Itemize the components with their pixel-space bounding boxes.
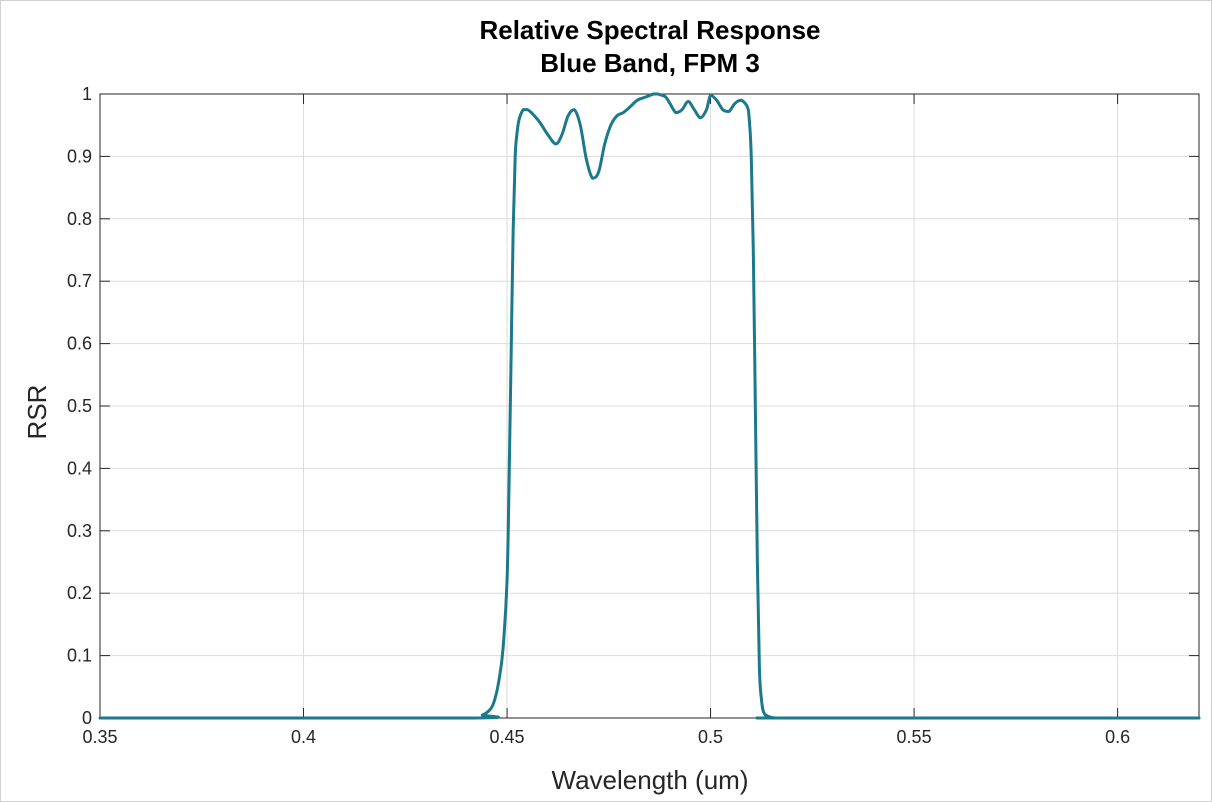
- y-axis-label: RSR: [22, 385, 52, 440]
- chart-subtitle: Blue Band, FPM 3: [540, 48, 760, 78]
- y-tick-label: 0.7: [67, 271, 92, 291]
- y-tick-label: 0.8: [67, 209, 92, 229]
- x-tick-labels: 0.35 0.4 0.45 0.5 0.55 0.6: [82, 727, 1130, 747]
- y-tick-label: 0.9: [67, 146, 92, 166]
- x-tick-label: 0.6: [1105, 727, 1130, 747]
- x-tick-label: 0.5: [698, 727, 723, 747]
- y-tick-label: 0.2: [67, 583, 92, 603]
- x-tick-label: 0.35: [82, 727, 117, 747]
- y-tick-label: 0.6: [67, 334, 92, 354]
- y-tick-label: 0.4: [67, 458, 92, 478]
- series-line-0: [98, 92, 1201, 720]
- y-tick-label: 0.5: [67, 396, 92, 416]
- y-tick-label: 0.1: [67, 646, 92, 666]
- y-tick-label: 0: [82, 708, 92, 728]
- x-tick-label: 0.55: [897, 727, 932, 747]
- y-tick-label: 0.3: [67, 521, 92, 541]
- series-layer: [98, 92, 1201, 720]
- x-tick-label: 0.4: [291, 727, 316, 747]
- x-axis-label: Wavelength (um): [552, 765, 749, 795]
- y-tick-label: 1: [82, 84, 92, 104]
- chart-title: Relative Spectral Response: [479, 15, 820, 45]
- y-tick-labels: 0 0.1 0.2 0.3 0.4 0.5 0.6 0.7 0.8 0.9 1: [67, 84, 92, 728]
- x-tick-label: 0.45: [490, 727, 525, 747]
